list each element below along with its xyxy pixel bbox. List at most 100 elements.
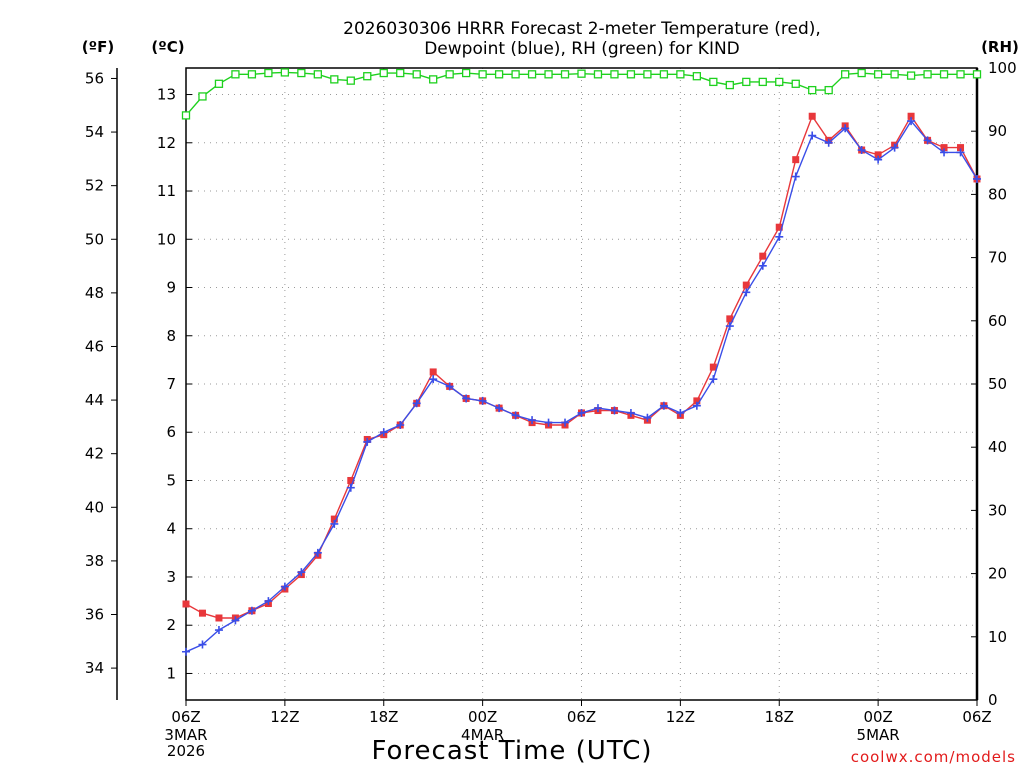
rh-tick-label: 70	[988, 249, 1007, 267]
dewpoint-point	[462, 394, 471, 403]
fahrenheit-tick-label: 34	[85, 659, 104, 677]
temperature-point	[709, 363, 717, 371]
fahrenheit-tick-label: 54	[85, 123, 104, 141]
temperature-point	[742, 281, 750, 289]
celsius-tick-label: 1	[166, 664, 176, 682]
x-axis-title: Forecast Time (UTC)	[371, 736, 652, 766]
dewpoint-point	[659, 401, 668, 410]
rh-tick-label: 100	[988, 59, 1017, 77]
dewpoint-point	[214, 626, 223, 635]
rh-point	[280, 68, 290, 77]
dewpoint-point	[808, 131, 817, 140]
rh-point	[214, 79, 224, 88]
rh-point	[939, 70, 949, 79]
celsius-tick-label: 12	[157, 134, 176, 152]
rh-point	[478, 70, 487, 79]
fahrenheit-tick-label: 50	[85, 230, 104, 248]
dewpoint-point	[593, 404, 602, 413]
rh-tick-label: 0	[988, 691, 998, 709]
temperature-point	[215, 614, 223, 622]
rh-point	[181, 111, 191, 120]
series	[181, 68, 982, 656]
rh-point	[857, 68, 866, 78]
dewpoint-point	[264, 597, 273, 606]
rh-point	[972, 70, 982, 79]
rh-point	[429, 75, 438, 84]
dewpoint-point	[297, 568, 306, 577]
x-tick-label: 12Z	[666, 708, 695, 726]
rh-point	[396, 68, 405, 78]
celsius-tick-label: 6	[166, 423, 176, 441]
celsius-tick-label: 13	[157, 86, 176, 104]
x-tick-label: 00Z	[863, 708, 892, 726]
fahrenheit-tick-label: 36	[85, 606, 104, 624]
celsius-tick-label: 8	[166, 327, 176, 345]
dewpoint-point	[396, 421, 405, 430]
temperature-point	[940, 144, 948, 152]
fahrenheit-tick-label: 52	[85, 177, 104, 195]
temperature-point	[726, 315, 734, 323]
dewpoint-point	[923, 136, 932, 145]
temperature-point	[957, 144, 965, 152]
dewpoint-point	[626, 408, 635, 417]
dewpoint-point	[478, 396, 487, 405]
dewpoint-point	[346, 483, 355, 492]
dewpoint-point	[363, 437, 372, 446]
rh-point	[692, 72, 702, 81]
dewpoint-point	[231, 616, 240, 625]
dewpoint-point	[247, 606, 256, 615]
axes	[111, 67, 979, 706]
rh-point	[758, 77, 767, 87]
temperature-point	[182, 600, 190, 608]
rh-point	[626, 70, 636, 79]
x-date-label: 2026	[167, 742, 205, 760]
rh-point	[709, 77, 718, 87]
rh-point	[808, 85, 817, 95]
celsius-tick-label: 5	[166, 471, 176, 489]
dewpoint-point	[676, 408, 685, 417]
rh-point	[593, 70, 603, 79]
celsius-tick-label: 4	[166, 520, 176, 538]
rh-tick-label: 20	[988, 565, 1007, 583]
rh-tick-label: 60	[988, 312, 1007, 330]
celsius-tick-label: 3	[166, 568, 176, 586]
tick-labels: 3436384042444648505254561234567891011121…	[85, 59, 1017, 760]
rh-point	[461, 68, 471, 78]
rh-point	[676, 70, 685, 79]
x-date-label: 5MAR	[857, 726, 900, 744]
fahrenheit-unit-label: (ºF)	[82, 38, 114, 56]
chart-title-line-1: 2026030306 HRRR Forecast 2-meter Tempera…	[343, 19, 821, 39]
rh-point	[247, 70, 257, 79]
dewpoint-point	[956, 148, 965, 157]
dewpoint-point	[775, 232, 784, 241]
x-tick-label: 18Z	[369, 708, 398, 726]
rh-point	[791, 79, 800, 88]
rh-point	[527, 70, 537, 79]
dewpoint-point	[577, 408, 586, 417]
dewpoint-point	[379, 428, 388, 437]
dewpoint-point	[544, 418, 553, 427]
dewpoint-point	[330, 519, 339, 528]
fahrenheit-tick-label: 42	[85, 445, 104, 463]
temperature-point	[874, 151, 882, 159]
dewpoint-point	[890, 143, 899, 152]
dewpoint-point	[280, 582, 289, 591]
rh-point	[264, 68, 273, 78]
rh-point	[198, 92, 207, 101]
rh-tick-label: 30	[988, 501, 1007, 519]
rh-point	[379, 68, 388, 78]
rh-point	[824, 85, 833, 95]
dewpoint-point	[182, 647, 190, 656]
celsius-tick-label: 11	[157, 182, 176, 200]
rh-point	[643, 70, 652, 79]
dewpoint-point	[412, 399, 421, 408]
dewpoint-point	[973, 174, 981, 183]
rh-point	[742, 77, 751, 87]
rh-point	[231, 70, 240, 79]
x-tick-label: 12Z	[270, 708, 299, 726]
rh-line	[185, 71, 977, 116]
temperature-point	[907, 112, 915, 120]
rh-tick-label: 90	[988, 122, 1007, 140]
rh-tick-label: 80	[988, 185, 1007, 203]
